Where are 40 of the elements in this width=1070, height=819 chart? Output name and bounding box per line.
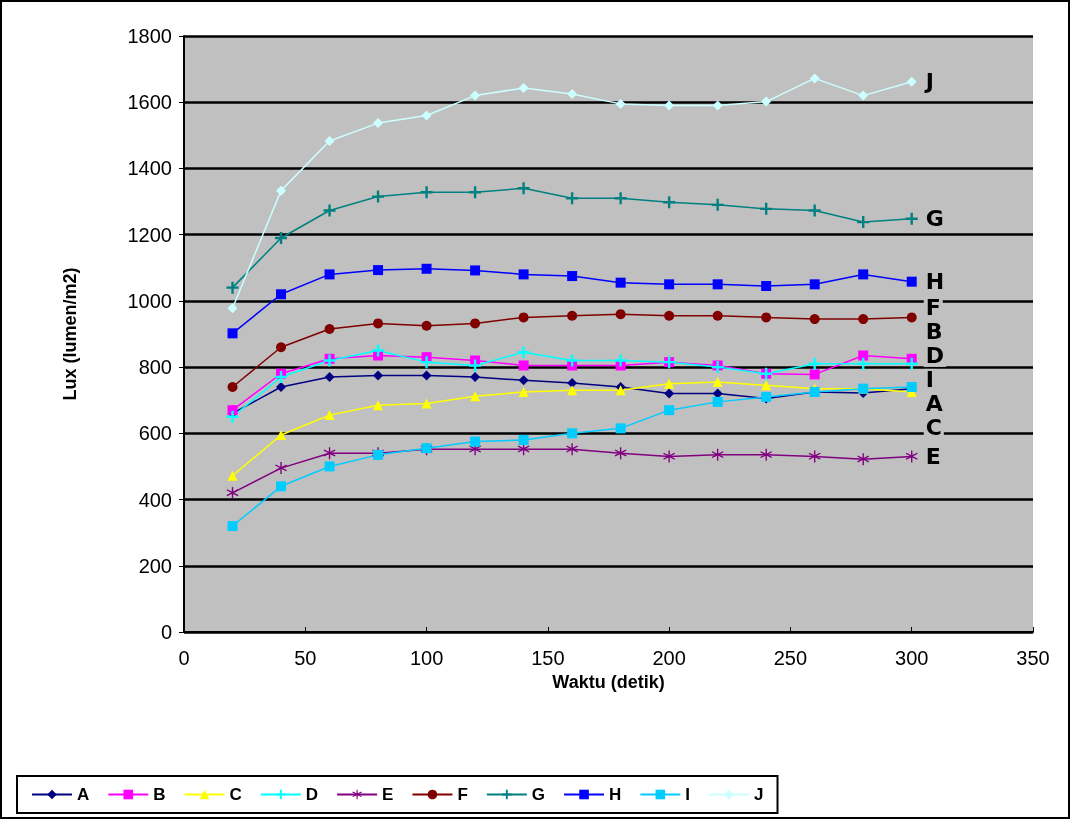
text: D xyxy=(925,343,944,369)
legend-label: D xyxy=(305,785,319,804)
text: J xyxy=(925,69,934,95)
x-tick-label: 50 xyxy=(294,647,317,669)
y-tick-label: 1600 xyxy=(127,91,172,114)
legend-label: E xyxy=(382,785,394,804)
text: C xyxy=(925,415,942,441)
y-tick-label: 0 xyxy=(160,621,172,643)
legend-label: C xyxy=(229,785,242,804)
x-axis-title: Waktu (detik) xyxy=(552,671,665,692)
y-axis-title: Lux (lumen/m2) xyxy=(60,267,80,401)
x-tick-label: 350 xyxy=(1016,647,1050,669)
text: A xyxy=(925,391,943,417)
y-tick-label: 1800 xyxy=(127,25,172,47)
text: B xyxy=(925,319,943,345)
y-tick-label: 200 xyxy=(138,554,172,577)
y-tick-label: 1000 xyxy=(127,289,172,312)
x-tick-label: 0 xyxy=(178,647,190,669)
legend-label: B xyxy=(153,785,166,804)
legend-label: A xyxy=(77,785,90,804)
x-tick-label: 300 xyxy=(895,647,929,669)
text: I xyxy=(925,367,934,393)
legend-label: F xyxy=(457,785,468,804)
y-tick-label: 1400 xyxy=(127,157,172,180)
y-tick-label: 800 xyxy=(138,356,172,379)
x-tick-label: 100 xyxy=(409,647,444,669)
text: E xyxy=(925,444,941,470)
x-tick-label: 250 xyxy=(773,647,808,669)
x-tick-label: 150 xyxy=(531,647,565,669)
legend-label: I xyxy=(685,785,691,804)
text: G xyxy=(925,206,944,232)
legend-label: H xyxy=(609,785,622,804)
y-tick-label: 400 xyxy=(138,488,172,511)
text: F xyxy=(925,295,941,321)
legend-label: G xyxy=(531,785,546,804)
y-tick-label: 1200 xyxy=(127,223,172,246)
y-tick-label: 600 xyxy=(138,422,172,445)
x-tick-label: 200 xyxy=(652,647,686,669)
text: H xyxy=(925,269,945,295)
legend-label: J xyxy=(754,785,764,804)
